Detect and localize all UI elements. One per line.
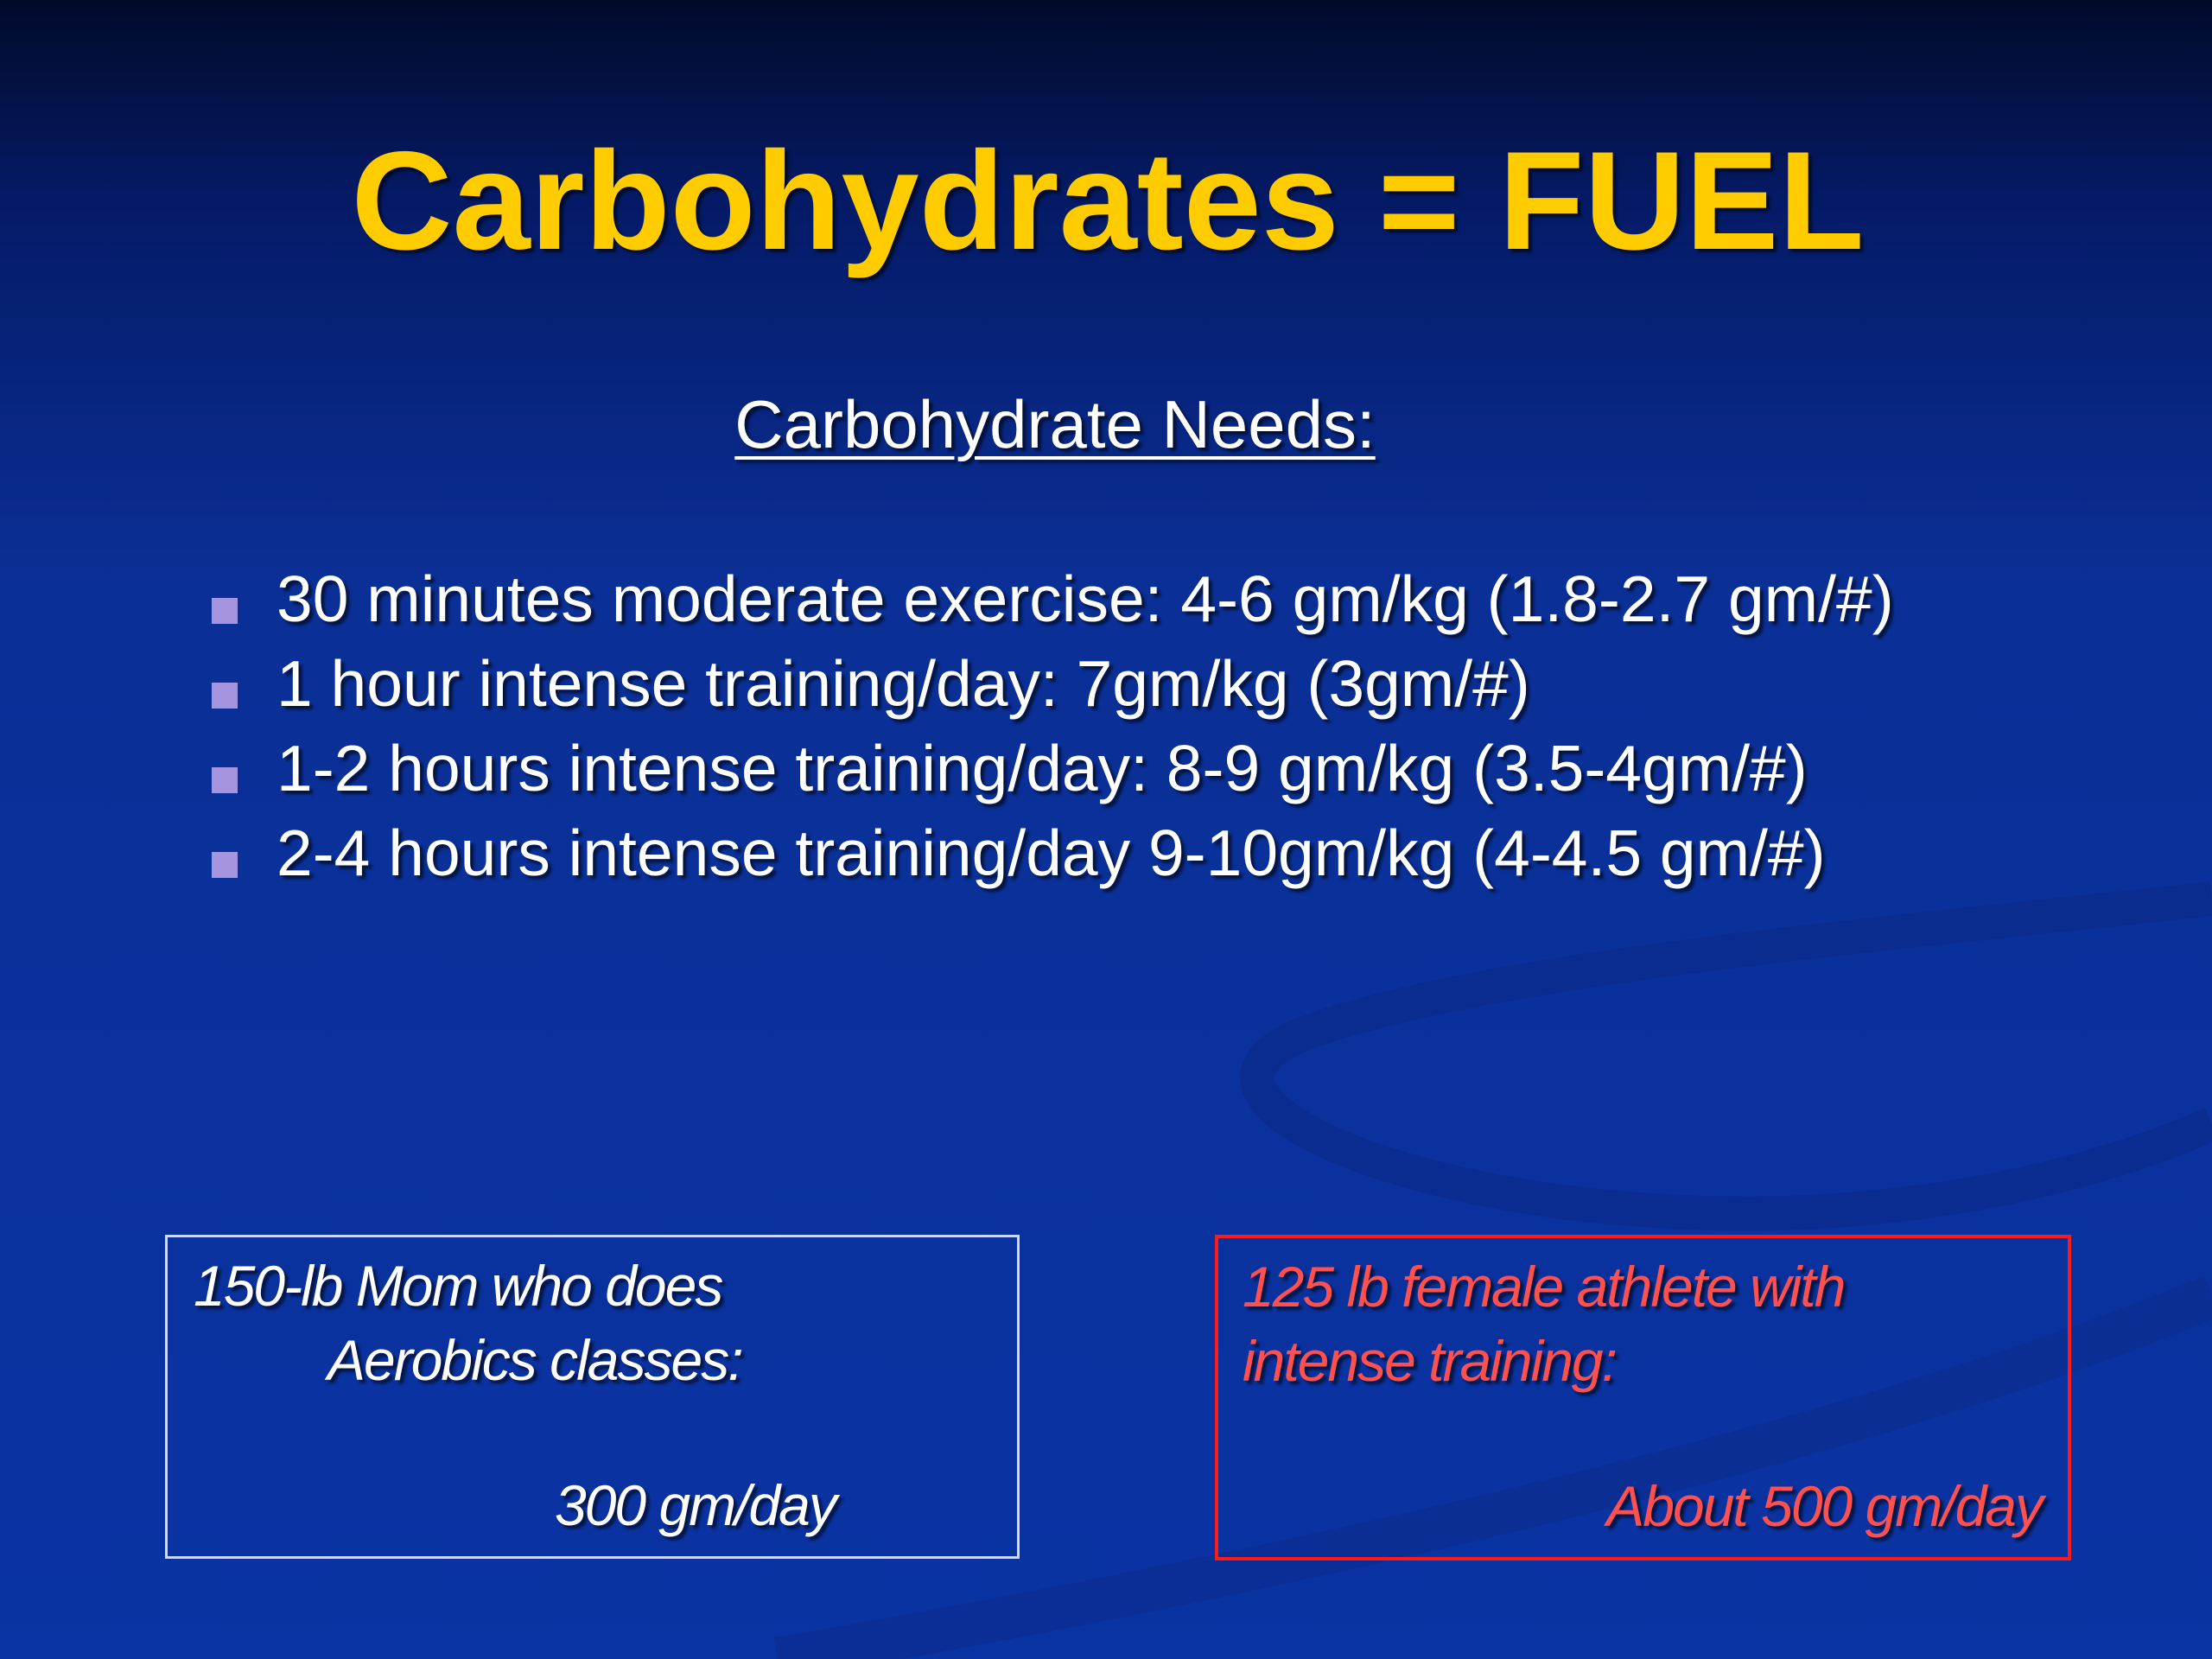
example-box: 125 lb female athlete with intense train… <box>1215 1235 2071 1560</box>
example-box: 150-lb Mom who does Aerobics classes: 30… <box>165 1235 1020 1559</box>
box-line: 150-lb Mom who does <box>194 1254 723 1318</box>
box-line: intense training: <box>1243 1329 1618 1393</box>
title: Carbohydrates = FUEL <box>351 123 1865 279</box>
bullet-text: 2-4 hours intense training/day 9-10gm/kg… <box>276 817 1826 889</box>
box-line: Aerobics classes: <box>327 1328 744 1392</box>
bullet-marker <box>212 852 238 878</box>
box-amount: 300 gm/day <box>555 1473 837 1537</box>
bullet-marker <box>212 598 238 624</box>
bullet-text: 1-2 hours intense training/day: 8-9 gm/k… <box>276 732 1808 804</box>
bullet-text: 1 hour intense training/day: 7gm/kg (3gm… <box>276 647 1530 720</box>
bullet-text: 30 minutes moderate exercise: 4-6 gm/kg … <box>276 563 1894 635</box>
subtitle: Carbohydrate Needs: <box>734 386 1376 462</box>
box-amount: About 500 gm/day <box>1606 1474 2044 1538</box>
box-line: 125 lb female athlete with <box>1243 1255 1846 1319</box>
bullet-marker <box>212 767 238 793</box>
bullet-marker <box>212 683 238 709</box>
